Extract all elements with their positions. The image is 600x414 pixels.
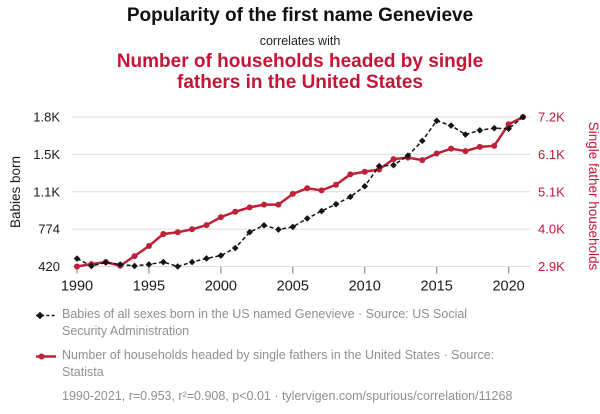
diamond-dashed-marker-icon: [36, 311, 56, 320]
right-axis-tick-label: 2.9K: [538, 259, 565, 274]
fathers-series-point: [462, 148, 469, 155]
fathers-series-point: [275, 201, 282, 208]
right-axis-title: Single father households: [586, 122, 600, 271]
fathers-series-point: [74, 263, 80, 270]
fathers-series-point: [318, 187, 325, 194]
legend-label-fathers: Number of households headed by single fa…: [62, 347, 572, 380]
babies-series-point: [88, 262, 95, 270]
babies-series-point: [418, 137, 426, 145]
fathers-series-point: [505, 121, 512, 128]
x-axis-tick-label: 2005: [277, 279, 309, 295]
babies-series-point: [116, 261, 124, 268]
left-axis-tick-label: 1.5K: [33, 147, 60, 162]
legend-item-fathers: Number of households headed by single fa…: [36, 347, 592, 380]
fathers-series-point: [433, 150, 440, 157]
legend-label-line: Babies of all sexes born in the US named…: [62, 307, 468, 321]
fathers-series-point: [491, 142, 498, 149]
right-axis-tick-label: 4.0K: [538, 222, 565, 237]
x-axis-tick-label: 2000: [205, 279, 237, 295]
fathers-series-point: [261, 201, 268, 208]
x-axis-tick-label: 1990: [61, 279, 93, 295]
babies-series-point: [476, 127, 484, 134]
correlates-with-label: correlates with: [259, 34, 341, 48]
stats-footer: 1990-2021, r=0.953, r²=0.908, p<0.01 · t…: [62, 389, 513, 403]
left-axis-tick-label: 420: [38, 259, 60, 274]
babies-series-point: [217, 252, 225, 259]
fathers-series-point: [304, 185, 311, 192]
left-axis-tick-label: 1.8K: [33, 110, 60, 125]
x-axis-tick-label: 2010: [349, 279, 381, 295]
left-axis-tick-label: 774: [38, 222, 60, 237]
babies-series-point: [390, 161, 397, 169]
babies-series-point: [73, 255, 81, 262]
babies-series-point: [318, 207, 325, 215]
babies-series-point: [303, 215, 311, 222]
legend-label-line: Number of households headed by single fa…: [62, 348, 495, 362]
babies-series-point: [174, 263, 182, 270]
babies-series-point: [231, 244, 239, 252]
fathers-series-point: [332, 181, 339, 188]
chart-canvas: 420 2.9K 774 4.0K 1.1K 5.1K 1.5K 6.1K 1.8K 7.2K 19…: [8, 110, 600, 295]
babies-series-point: [275, 226, 282, 233]
babies-series-point: [160, 258, 167, 266]
line-dot-marker-icon: [36, 353, 56, 360]
babies-series-point: [490, 124, 498, 132]
legend-item-babies: Babies of all sexes born in the US named…: [36, 306, 592, 339]
fathers-series-point: [232, 208, 239, 215]
babies-series-point: [131, 262, 138, 270]
chart-subtitle: Number of households headed by single fa…: [116, 51, 484, 93]
right-axis-tick-label: 5.1K: [538, 184, 565, 199]
left-axis-tick-label: 1.1K: [33, 184, 60, 199]
fathers-series-point: [217, 214, 224, 221]
fathers-series-point: [145, 242, 152, 249]
fathers-series-point: [246, 204, 253, 211]
fathers-series-point: [131, 253, 138, 260]
babies-series-point: [260, 222, 268, 229]
legend-label-line: Security Administration: [62, 323, 190, 338]
babies-series-point: [145, 261, 153, 268]
babies-series-point: [246, 228, 253, 236]
page-title: Popularity of the first name Genevieve: [126, 5, 474, 26]
legend-label-line: Statista: [62, 364, 104, 379]
fathers-series-point: [476, 143, 483, 150]
babies-series-point: [505, 125, 512, 133]
legend-label-babies: Babies of all sexes born in the US named…: [62, 306, 572, 339]
babies-series-point: [433, 117, 440, 125]
babies-series-point: [447, 122, 455, 129]
legend: Babies of all sexes born in the US named…: [36, 306, 592, 404]
fathers-series-point: [361, 168, 368, 175]
right-axis-tick-label: 7.2K: [538, 110, 565, 125]
fathers-series-point: [347, 171, 354, 178]
x-axis-tick-label: 2015: [421, 279, 453, 295]
x-axis-tick-label: 2020: [492, 279, 524, 295]
babies-series-point: [289, 223, 297, 231]
babies-series-point: [102, 259, 110, 266]
left-axis-title: Babies born: [8, 156, 23, 228]
babies-series-point: [519, 113, 527, 121]
fathers-series-point: [189, 226, 196, 233]
fathers-series-point: [203, 222, 210, 229]
babies-series-point: [188, 258, 196, 266]
babies-series-point: [361, 182, 369, 190]
babies-series-point: [375, 162, 383, 170]
babies-series-point: [332, 200, 340, 208]
right-axis-tick-label: 6.1K: [538, 147, 565, 162]
fathers-series-point: [289, 190, 296, 197]
fathers-series-point: [174, 229, 181, 236]
x-axis-tick-label: 1995: [133, 279, 165, 295]
fathers-series-point: [419, 157, 426, 164]
fathers-series-point: [448, 145, 455, 152]
babies-series-point: [203, 255, 210, 262]
fathers-series-point: [160, 230, 167, 237]
fathers-series-point: [390, 156, 397, 163]
